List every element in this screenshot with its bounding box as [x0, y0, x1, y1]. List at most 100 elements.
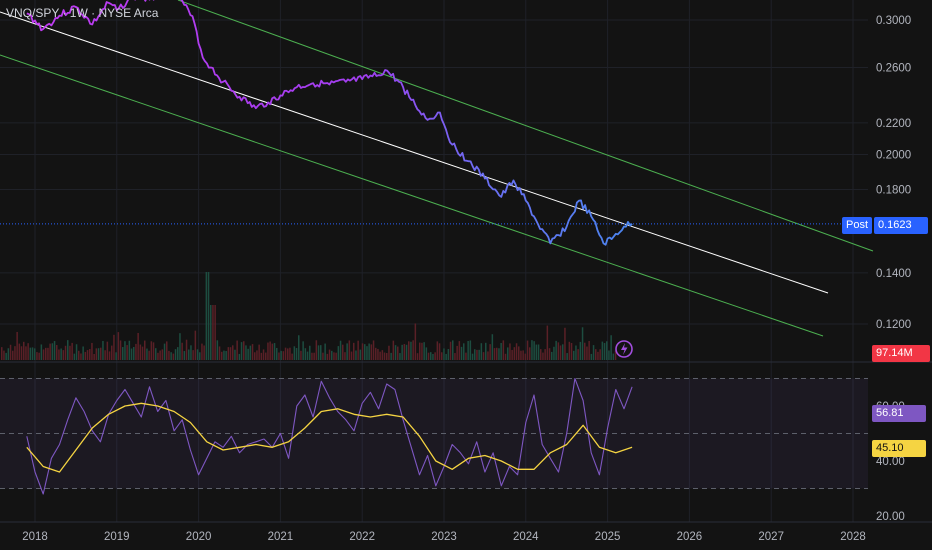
volume-bar — [489, 344, 491, 360]
volume-bar — [135, 343, 137, 360]
volume-bar — [458, 341, 461, 360]
volume-bar — [256, 350, 258, 360]
volume-bar — [287, 348, 289, 360]
volume-bar — [122, 347, 124, 360]
price-value-badge: 0.1623 — [874, 217, 928, 234]
volume-bar — [548, 348, 551, 360]
volume-bar — [166, 341, 168, 360]
volume-bar — [507, 347, 509, 360]
volume-bar — [480, 343, 483, 360]
regression-channel[interactable] — [0, 0, 874, 337]
volume-bar — [16, 331, 18, 360]
volume-bar — [159, 350, 161, 360]
volume-bar — [232, 345, 234, 360]
volume-bar — [221, 351, 223, 360]
volume-bar — [137, 332, 139, 360]
volume-bar — [12, 350, 14, 360]
price-line — [0, 0, 842, 246]
volume-bar — [465, 352, 467, 360]
volume-bar — [23, 341, 25, 360]
volume-bar — [463, 343, 465, 360]
volume-bar — [7, 348, 10, 360]
volume-bar — [205, 272, 208, 360]
volume-bar — [438, 343, 441, 360]
volume-bar — [410, 341, 412, 360]
volume-bar — [309, 345, 311, 360]
volume-bar — [337, 346, 340, 360]
price-tick-label: 0.2200 — [876, 118, 911, 130]
volume-bar — [586, 346, 588, 360]
price-tick-label: 0.2600 — [876, 62, 911, 74]
time-tick-label: 2018 — [22, 531, 48, 543]
post-label-badge: Post — [842, 217, 873, 234]
volume-bar — [47, 347, 49, 360]
volume-bar — [78, 350, 80, 360]
volume-bar — [573, 350, 575, 360]
volume-bar — [106, 341, 109, 360]
volume-bar — [276, 347, 278, 360]
volume-bar — [388, 345, 390, 360]
volume-bar — [357, 340, 359, 360]
volume-bar — [102, 340, 104, 360]
volume-bar — [317, 345, 320, 360]
volume-bar — [177, 347, 179, 360]
grid — [0, 0, 868, 522]
volume-bar — [522, 350, 524, 360]
rsi-tick-label: 20.00 — [876, 511, 905, 523]
axes: 0.3000 0.2600 0.2200 0.2000 0.1800 0.1400 0.12… — [0, 15, 932, 543]
volume-bar — [403, 344, 406, 360]
volume-bar — [441, 352, 443, 360]
volume-bar — [452, 340, 454, 360]
volume-bar — [284, 347, 287, 360]
volume-bar — [60, 348, 62, 360]
volume-bar — [390, 352, 392, 360]
volume-bar — [581, 327, 584, 360]
volume-bar — [588, 341, 590, 360]
volume-bar — [36, 352, 38, 360]
price-series — [26, 0, 633, 246]
channel-upper-line — [177, 0, 874, 252]
volume-bar — [1, 347, 3, 360]
volume-bar — [152, 342, 155, 360]
volume-bar — [383, 352, 386, 360]
volume-bar — [225, 350, 227, 360]
volume-bar — [405, 344, 408, 360]
volume-bar — [518, 346, 520, 360]
volume-bar — [601, 341, 604, 360]
volume-bar — [599, 349, 601, 360]
volume-bar — [368, 343, 370, 360]
volume-bar — [366, 346, 368, 360]
volume-bar — [82, 346, 84, 360]
volume-bar — [414, 323, 417, 360]
replay-icon[interactable] — [615, 340, 633, 358]
volume-bar — [34, 348, 36, 360]
volume-bar — [117, 332, 120, 360]
volume-bar — [5, 352, 7, 360]
volume-bar — [190, 345, 192, 360]
price-tick-label: 0.3000 — [876, 15, 911, 27]
volume-bar — [56, 345, 58, 360]
volume-bar — [399, 353, 401, 360]
volume-bar — [38, 352, 40, 360]
volume-bar — [551, 351, 553, 360]
volume-bar — [64, 345, 67, 360]
volume-bar — [456, 345, 458, 360]
chart-legend[interactable]: VNQ/SPY · 1W · NYSE Arca — [6, 6, 159, 20]
volume-bar — [258, 344, 260, 360]
volume-bar — [392, 340, 395, 360]
volume-bar — [471, 353, 474, 360]
volume-bar — [520, 350, 522, 360]
volume-bar — [434, 352, 436, 360]
volume-bar — [267, 342, 269, 360]
rsi-ma-series — [26, 402, 633, 473]
volume-bar — [590, 353, 593, 360]
volume-bar — [610, 335, 612, 360]
volume-bar — [449, 341, 452, 360]
volume-bar — [251, 344, 254, 360]
volume-bar — [342, 344, 344, 360]
volume-bar — [86, 350, 89, 360]
volume-bar — [227, 347, 230, 360]
volume-bar — [238, 353, 241, 360]
volume-bar — [174, 349, 177, 360]
